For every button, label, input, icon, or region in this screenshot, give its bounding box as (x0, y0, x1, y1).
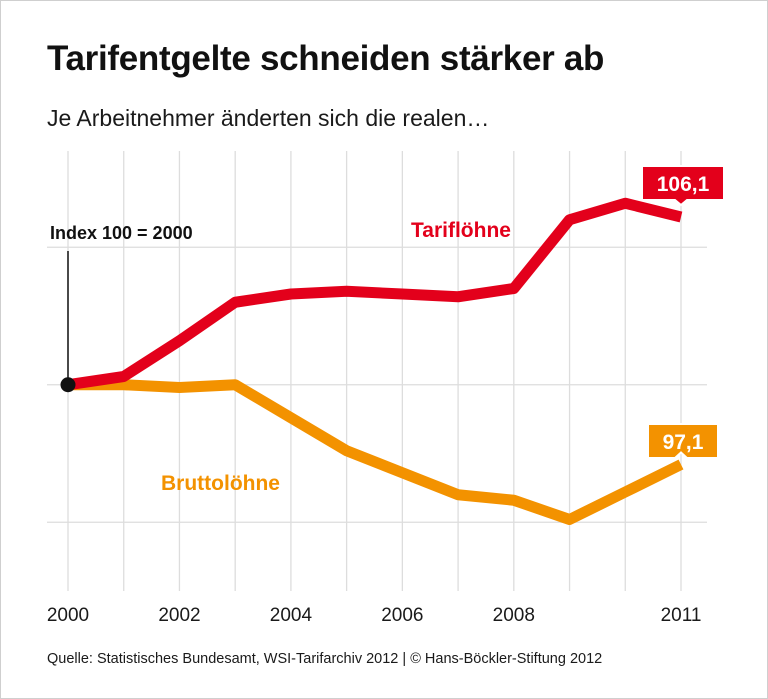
series-line-bruttoloehne (68, 379, 684, 525)
end-value-badge (647, 423, 719, 459)
x-tick-label: 2006 (381, 605, 423, 626)
index-origin-dot (60, 377, 76, 393)
end-value-badge (641, 165, 725, 207)
grid (47, 151, 707, 591)
chart-subtitle: Je Arbeitnehmer änderten sich die realen… (47, 105, 490, 131)
x-tick-label: 2011 (661, 605, 702, 626)
end-value-label: 106,1 (657, 173, 710, 196)
annotations: Index 100 = 2000 Tariflöhne 106,1 Bruttolöh… (50, 165, 725, 495)
x-axis-ticks: 2000 2002 2004 2006 2008 2011 (47, 605, 702, 626)
source-note: Quelle: Statistisches Bundesamt, WSI-Tar… (47, 651, 603, 667)
series-label: Bruttolöhne (161, 472, 280, 495)
index-annotation: Index 100 = 2000 (50, 223, 193, 243)
x-tick-label: 2004 (270, 605, 313, 626)
series-lines (67, 197, 684, 525)
x-tick-label: 2008 (493, 605, 535, 626)
x-tick-label: 2000 (47, 605, 89, 626)
series-label: Tariflöhne (411, 219, 511, 242)
x-tick-label: 2002 (158, 605, 200, 626)
series-line-tarifloehne (67, 197, 683, 391)
end-value-label: 97,1 (663, 431, 704, 454)
chart-title: Tarifentgelte schneiden stärker ab (47, 39, 605, 78)
